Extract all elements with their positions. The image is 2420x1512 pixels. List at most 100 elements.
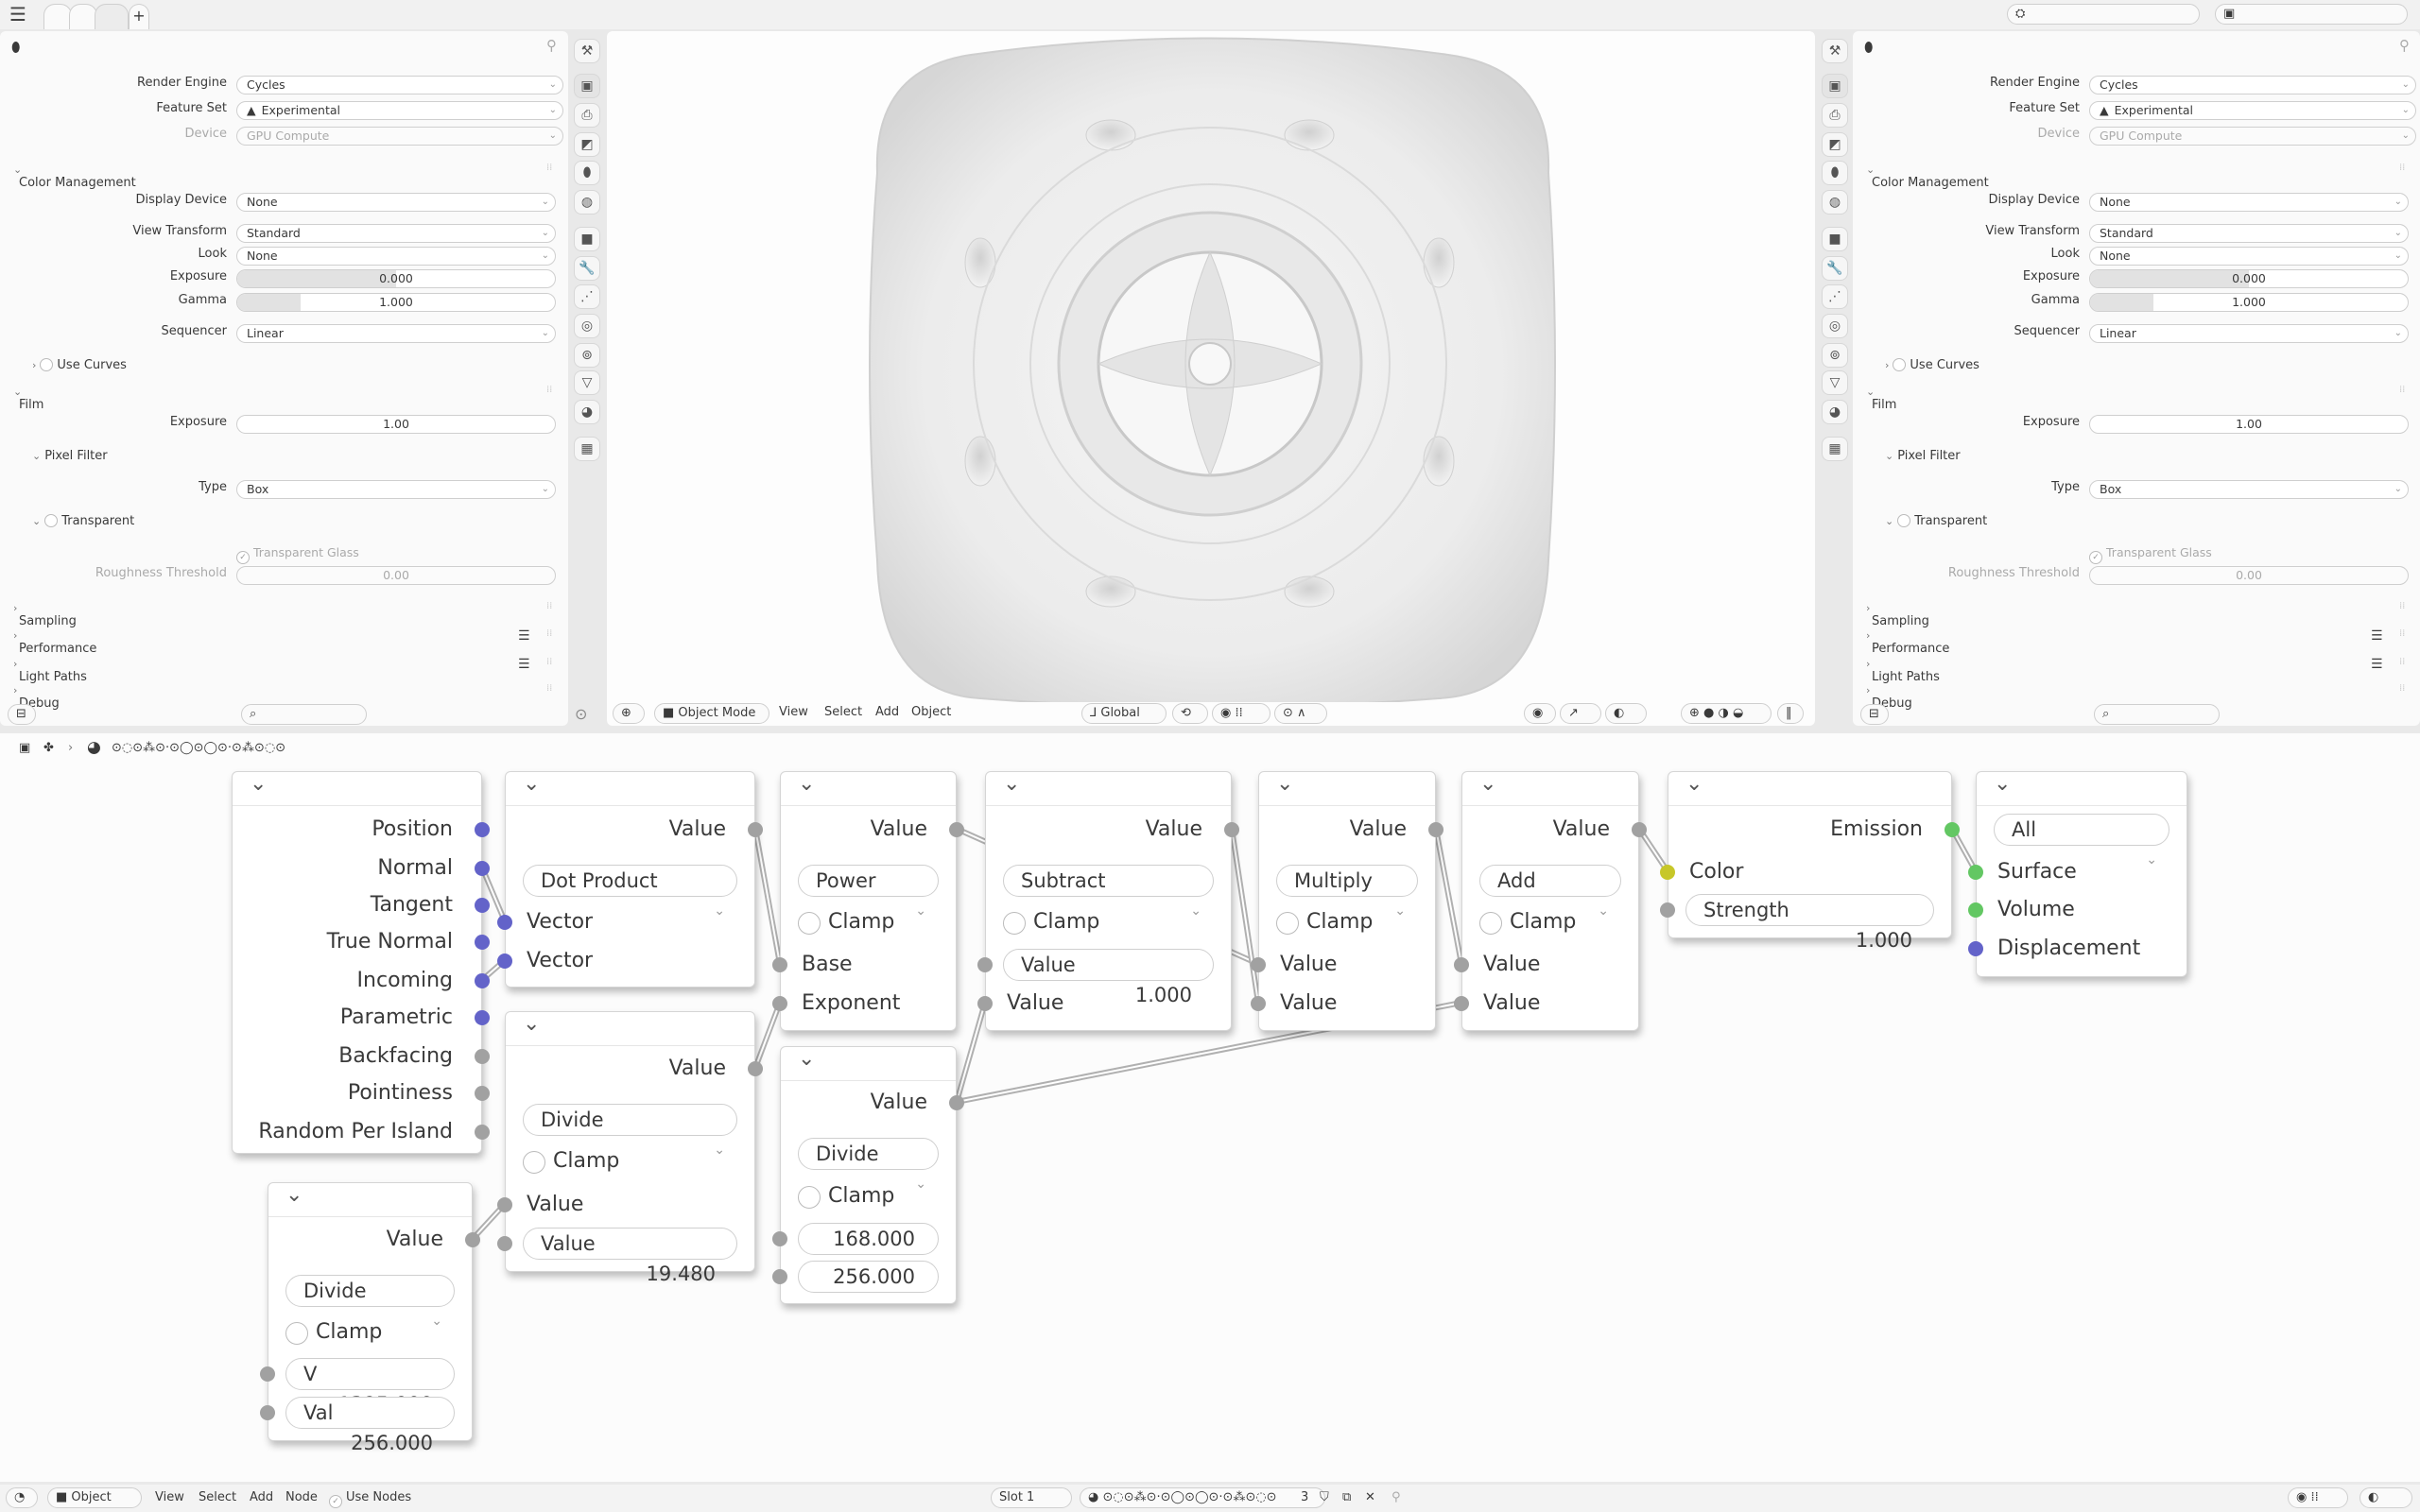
drag-handle-icon[interactable]: ⁞⁞ [2399, 683, 2406, 694]
menu-view[interactable]: View [779, 705, 808, 719]
transparent-glass-checkbox[interactable]: ✓ Transparent Glass [236, 545, 359, 564]
value-field[interactable]: Value 1.000 [1003, 949, 1214, 1006]
color-input-socket[interactable] [1660, 865, 1675, 880]
node-header[interactable]: ⌄ [1977, 772, 2187, 806]
collapse-chevron-icon[interactable]: ⌄ [1685, 772, 1703, 796]
value-field[interactable]: 256.000 [798, 1261, 939, 1293]
menu-select[interactable]: Select [199, 1490, 237, 1504]
value-output-socket[interactable] [1224, 822, 1239, 837]
search-input[interactable]: ⌕ [2094, 704, 2220, 725]
drag-handle-icon[interactable]: ⁞⁞ [546, 385, 553, 395]
add-tab-button[interactable]: + [129, 4, 149, 29]
properties-tab-tool[interactable]: ⚒ [1822, 39, 1848, 63]
value-output-socket[interactable] [465, 1232, 480, 1247]
section-film[interactable]: ⌄ Film [1866, 386, 1896, 412]
display-device-field[interactable]: None ⌄ [2089, 193, 2409, 212]
value-field[interactable]: Val 256.000 [285, 1397, 455, 1454]
feature-set-field[interactable]: ▲ Experimental ⌄ [236, 101, 563, 120]
value-field[interactable]: Strength 1.000 [1685, 894, 1934, 952]
enable-checkbox[interactable] [1897, 514, 1911, 527]
collapse-chevron-icon[interactable]: ⌄ [1003, 772, 1021, 796]
vector-output-socket[interactable] [475, 1010, 490, 1025]
properties-tab-tool[interactable]: ⚒ [574, 39, 600, 63]
properties-tab-scene[interactable]: ⬮ [574, 161, 600, 185]
collapse-chevron-icon[interactable]: ⌄ [1994, 772, 2012, 796]
value-input-socket[interactable] [772, 1231, 787, 1246]
node-header[interactable]: ⌄ [233, 772, 481, 806]
operation-dropdown[interactable]: Add ⌄ [1479, 865, 1621, 919]
node-vector-math-dot-product[interactable]: ⌄ Value Dot Product ⌄ Vector Vector [497, 771, 763, 988]
subsection-pixel-filter[interactable]: ⌄ Pixel Filter [1885, 449, 1961, 463]
value-input-socket[interactable] [977, 957, 993, 972]
pin-icon[interactable]: ⚲ [546, 37, 557, 54]
properties-tab-constraints[interactable]: ⊚ [1822, 343, 1848, 368]
section-light-paths[interactable]: › Light Paths [1866, 658, 1940, 684]
value-input-socket[interactable] [1660, 902, 1675, 918]
drag-handle-icon[interactable]: ⁞⁞ [2399, 628, 2406, 639]
node-math-multiply[interactable]: ⌄ Value Multiply ⌄ Clamp Value Value [1251, 771, 1443, 1031]
frame-all-icon[interactable]: ▣ [19, 741, 31, 755]
value-output-socket[interactable] [475, 1086, 490, 1101]
drag-handle-icon[interactable]: ⁞⁞ [546, 657, 553, 667]
workspace-tab[interactable] [69, 4, 97, 29]
list-presets-icon[interactable]: ☰ [2371, 628, 2383, 644]
node-emission[interactable]: ⌄ Emission Color Strength 1.000 [1660, 771, 1960, 952]
menu-object[interactable]: Object [911, 705, 952, 719]
properties-tab-render[interactable]: ▣ [574, 74, 600, 98]
properties-tab-object[interactable]: ■ [574, 227, 600, 251]
operation-dropdown[interactable]: Divide ⌄ [285, 1275, 455, 1329]
device-field[interactable]: GPU Compute ⌄ [236, 127, 563, 146]
section-sampling[interactable]: › Sampling [13, 602, 77, 628]
node-header[interactable]: ⌄ [781, 772, 956, 806]
properties-tab-object-data[interactable]: ▽ [1822, 370, 1848, 395]
properties-tab-modifier-wrench[interactable]: 🔧 [574, 256, 600, 281]
value-output-socket[interactable] [748, 822, 763, 837]
exposure-field[interactable]: 1.00 [2089, 415, 2409, 434]
value-output-socket[interactable] [475, 1125, 490, 1140]
gamma-field[interactable]: 1.000 [2089, 293, 2409, 312]
visibility-icon[interactable]: ◉ [1524, 703, 1556, 724]
drag-handle-icon[interactable]: ⁞⁞ [546, 628, 553, 639]
value-input-socket[interactable] [772, 996, 787, 1011]
transparent-glass-checkbox[interactable]: ✓ Transparent Glass [2089, 545, 2212, 564]
node-header[interactable]: ⌄ [986, 772, 1231, 806]
collapse-chevron-icon[interactable]: ⌄ [798, 772, 816, 796]
properties-tab-particles[interactable]: ⋰ [1822, 284, 1848, 309]
pin-icon[interactable]: ⚲ [2399, 37, 2410, 54]
feature-set-field[interactable]: ▲ Experimental ⌄ [2089, 101, 2416, 120]
enable-checkbox[interactable] [1893, 358, 1907, 371]
slot-selector[interactable]: Slot 1 [991, 1487, 1072, 1508]
properties-tab-texture[interactable]: ▦ [574, 437, 600, 461]
pause-render-icon[interactable]: ‖ [1777, 703, 1804, 724]
operation-dropdown[interactable]: All ⌄ [1994, 814, 2169, 868]
view-layer-selector[interactable]: ▣ [2215, 4, 2408, 25]
properties-tab-object-data[interactable]: ▽ [574, 370, 600, 395]
mode-selector[interactable]: ■ Object Mode [654, 703, 769, 724]
section-light-paths[interactable]: › Light Paths [13, 658, 87, 684]
section-performance[interactable]: › Performance [1866, 629, 1949, 656]
subsection-use-curves[interactable]: › Use Curves [32, 358, 127, 372]
operation-dropdown[interactable]: Power ⌄ [798, 865, 939, 919]
node-header[interactable]: ⌄ [1668, 772, 1951, 806]
overlay-icon[interactable]: ◐ [1605, 703, 1647, 724]
value-input-socket[interactable] [260, 1405, 275, 1420]
node-header[interactable]: ⌄ [506, 1012, 754, 1046]
section-performance[interactable]: › Performance [13, 629, 96, 656]
sequencer-field[interactable]: Linear ⌄ [236, 324, 556, 343]
node-geometry[interactable]: ⌄ Position Normal Tangent True Normal Incomin… [232, 771, 490, 1154]
value-output-socket[interactable] [1428, 822, 1443, 837]
properties-tab-physics[interactable]: ◎ [1822, 314, 1848, 338]
search-input[interactable]: ⌕ [241, 704, 367, 725]
value-input-socket[interactable] [772, 1269, 787, 1284]
value-input-socket[interactable] [260, 1366, 275, 1382]
clamp-checkbox[interactable] [523, 1151, 545, 1174]
properties-tab-object[interactable]: ■ [1822, 227, 1848, 251]
operation-dropdown[interactable]: Subtract ⌄ [1003, 865, 1214, 919]
collapse-chevron-icon[interactable]: ⌄ [1479, 772, 1497, 796]
properties-tab-constraints[interactable]: ⊚ [574, 343, 600, 368]
properties-tab-view-layer[interactable]: ◩ [574, 132, 600, 157]
drag-handle-icon[interactable]: ⁞⁞ [546, 163, 553, 173]
node-math-subtract[interactable]: ⌄ Value Subtract ⌄ Clamp Value 1.000 Value [977, 771, 1239, 1031]
clamp-checkbox[interactable] [285, 1322, 308, 1345]
menu-add[interactable]: Add [250, 1490, 274, 1504]
